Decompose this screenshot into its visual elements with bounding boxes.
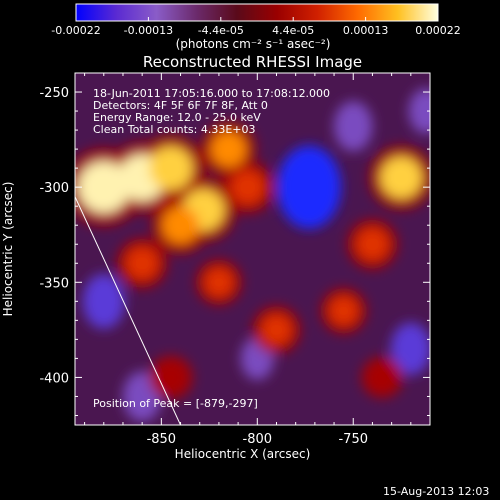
annotation-energy-range: Energy Range: 12.0 - 25.0 keV — [93, 111, 261, 124]
heatmap-hot-spot — [230, 170, 265, 205]
colorbar-ticks: -0.00022 -0.00013 -4.4e-05 4.4e-05 0.00013 0.… — [51, 17, 461, 37]
colorbar-tick-label: 4.4e-05 — [272, 24, 314, 37]
y-tick-label: -300 — [39, 181, 69, 196]
heatmap-cold-spot — [82, 273, 125, 329]
heatmap-hot-spot — [77, 161, 130, 214]
plot-frame — [74, 72, 431, 426]
chart-title: Reconstructed RHESSI Image — [142, 53, 363, 71]
x-tick-label: -850 — [147, 432, 177, 447]
heatmap-hot-spot — [380, 156, 423, 199]
heatmap-hot-spot — [369, 364, 395, 391]
y-tick-label: -350 — [39, 276, 69, 291]
plot-axes: -850 -800 -750 -250 -300 -350 -400 — [39, 72, 431, 447]
x-tick-label: -800 — [243, 432, 273, 447]
colorbar-tick-label: 0.00022 — [415, 24, 461, 37]
colorbar-tick-label: -0.00022 — [51, 24, 100, 37]
footer-timestamp: 15-Aug-2013 12:03 — [383, 485, 490, 498]
peak-position-label: Position of Peak = [-879,-297] — [93, 397, 258, 410]
annotation-clean-counts: Clean Total counts: 4.33E+03 — [93, 123, 256, 136]
annotation-detectors: Detectors: 4F 5F 6F 7F 8F, Att 0 — [93, 99, 268, 112]
heatmap-hot-spot — [261, 314, 292, 346]
heatmap-cold-spot — [390, 322, 430, 376]
colorbar — [75, 3, 439, 22]
colorbar-tick-label: -4.4e-05 — [198, 24, 244, 37]
heatmap-hot-spot — [356, 228, 389, 261]
colorbar-unit-label: (photons cm⁻² s⁻¹ asec⁻²) — [175, 37, 331, 51]
colorbar-tick-label: -0.00013 — [124, 24, 173, 37]
heatmap-hot-spot — [125, 247, 159, 280]
x-axis-label: Heliocentric X (arcsec) — [174, 447, 311, 461]
heatmap-hot-spot — [210, 131, 247, 167]
colorbar-tick-label: 0.00013 — [343, 24, 389, 37]
heatmap-hot-spot — [204, 267, 234, 297]
heatmap-hot-spot — [161, 206, 200, 244]
solar-limb-line — [75, 196, 181, 425]
y-tick-label: -250 — [39, 86, 69, 101]
heatmap-hot-spot — [149, 146, 193, 191]
annotation-time-range: 18-Jun-2011 17:05:16.000 to 17:08:12.000 — [93, 87, 331, 100]
heatmap-hot-spot — [329, 296, 359, 326]
heatmap-cold-spot — [408, 88, 430, 134]
heatmap-hot-spot — [157, 363, 185, 392]
y-tick-label: -400 — [39, 371, 69, 386]
x-tick-label: -750 — [338, 432, 368, 447]
plot-area — [75, 73, 430, 425]
heatmap-cold-spot — [333, 101, 373, 152]
y-axis-label: Heliocentric Y (arcsec) — [1, 181, 15, 317]
heatmap-cold-spot — [277, 145, 342, 229]
